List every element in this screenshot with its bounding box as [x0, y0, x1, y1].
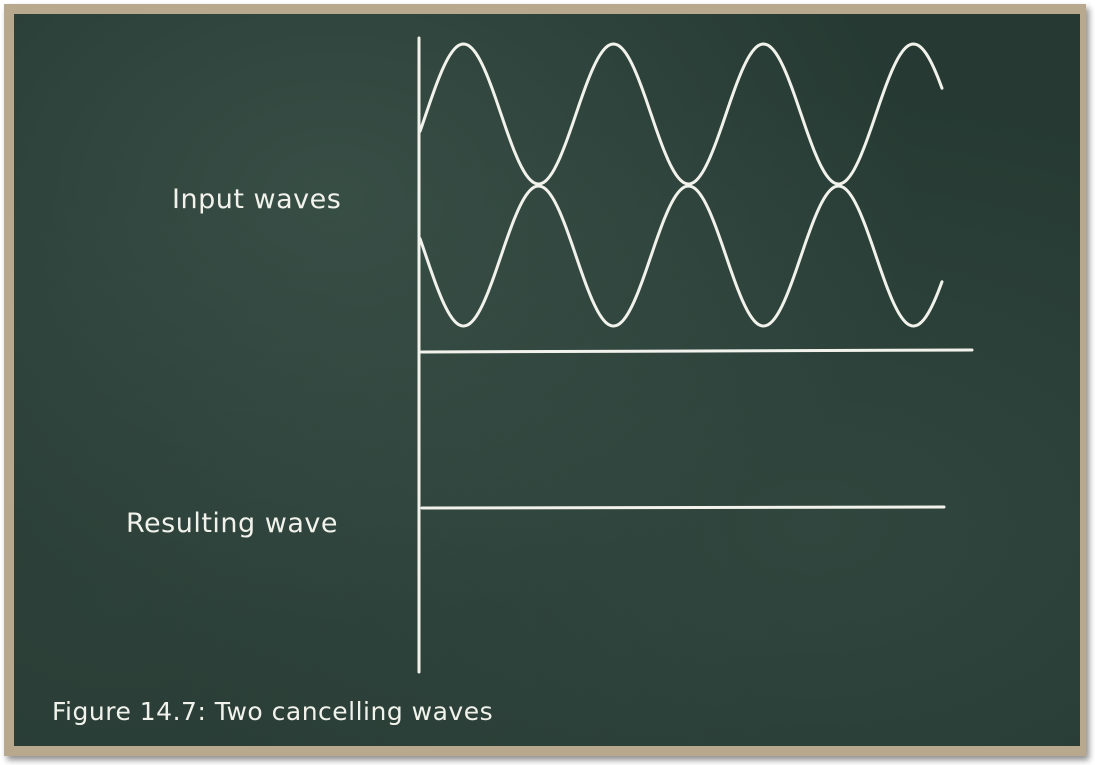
input-wave-2	[418, 184, 944, 328]
resulting-wave-label: Resulting wave	[126, 508, 338, 539]
resulting-wave	[420, 505, 946, 510]
chalkboard-frame: Input waves Resulting wave Figure 14.7: …	[4, 4, 1086, 756]
wave-diagram	[417, 36, 974, 674]
chalkboard: Input waves Resulting wave Figure 14.7: …	[14, 14, 1080, 746]
separator-line	[419, 348, 974, 354]
input-waves-label: Input waves	[172, 184, 342, 215]
figure-caption: Figure 14.7: Two cancelling waves	[52, 697, 494, 726]
input-wave-1	[418, 42, 944, 186]
